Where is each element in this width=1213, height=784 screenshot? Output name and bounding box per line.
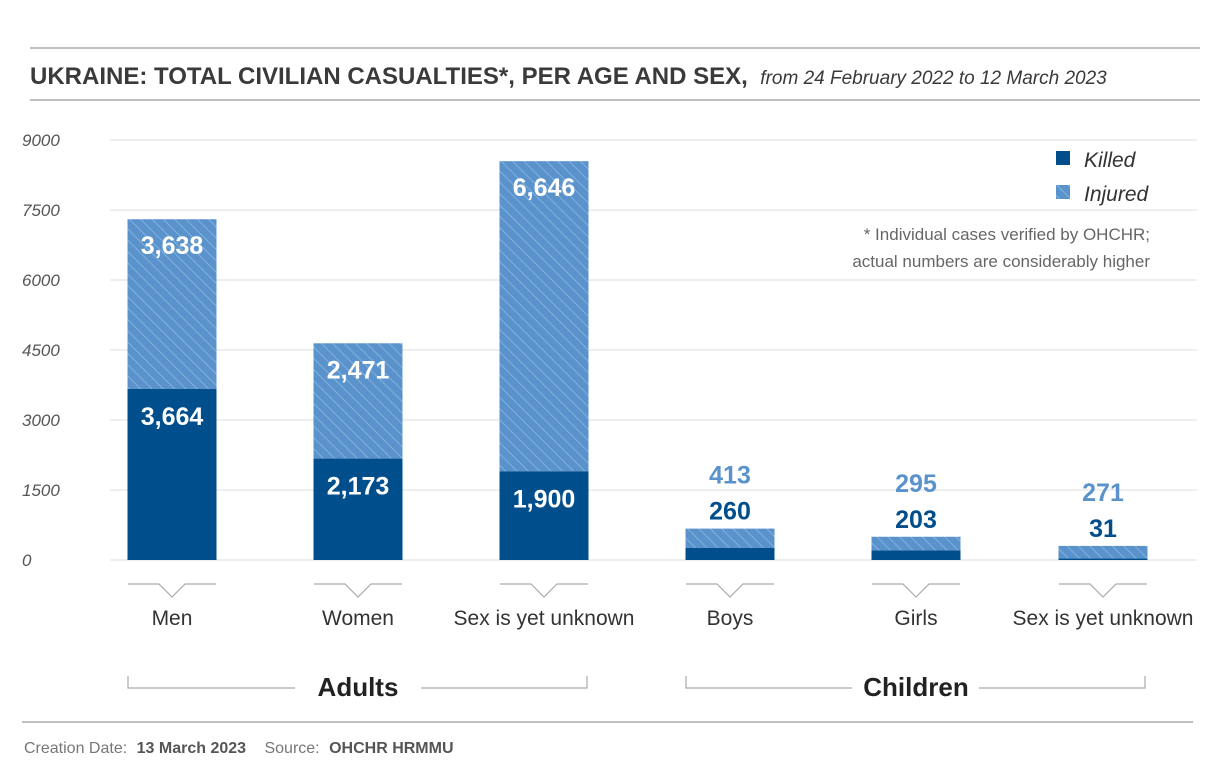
y-tick-label: 7500 xyxy=(22,201,60,220)
data-labels: 3,638 3,664 2,471 2,173 6,646 1,900 260 413 203 2… xyxy=(141,174,1124,543)
data-label-killed: 1,900 xyxy=(513,485,576,513)
group-bracket-adults: Adults xyxy=(127,672,588,702)
bar-injured xyxy=(127,219,217,390)
legend-label-injured: Injured xyxy=(1084,183,1150,206)
bar-killed xyxy=(127,389,217,560)
bar-killed xyxy=(1058,558,1148,560)
bar-killed xyxy=(685,547,775,560)
data-label-injured: 2,471 xyxy=(327,356,390,384)
footer-creation-date: 13 March 2023 xyxy=(137,740,247,757)
grid xyxy=(110,139,1197,561)
data-label-injured: 3,638 xyxy=(141,232,204,260)
y-tick-label: 0 xyxy=(22,551,32,570)
y-tick-label: 6000 xyxy=(22,271,60,290)
data-label-killed: 31 xyxy=(1089,515,1117,543)
legend-label-killed: Killed xyxy=(1084,149,1137,172)
bar-killed xyxy=(313,458,403,560)
category-tick xyxy=(314,583,402,598)
y-tick-label: 9000 xyxy=(22,131,60,150)
group-bracket-children: Children xyxy=(685,672,1146,702)
footer-source-label: Source: xyxy=(264,740,319,757)
bar-injured xyxy=(1058,545,1148,559)
category-label: Sex is yet unknown xyxy=(454,607,635,630)
note-line-2: actual numbers are considerably higher xyxy=(852,252,1150,271)
category-label: Women xyxy=(322,607,394,630)
category-tick xyxy=(500,583,588,598)
category-tick xyxy=(686,583,774,598)
bar-killed xyxy=(871,550,961,560)
bar-injured xyxy=(499,161,589,472)
data-label-killed: 3,664 xyxy=(141,403,204,431)
data-label-injured: 6,646 xyxy=(513,174,576,202)
category-label: Men xyxy=(152,607,193,630)
data-label-injured: 295 xyxy=(895,470,937,498)
y-tick-label: 3000 xyxy=(22,411,60,430)
category-label: Sex is yet unknown xyxy=(1013,607,1194,630)
bars xyxy=(127,161,1148,560)
group-label-adults: Adults xyxy=(318,672,399,702)
footer-creation-label: Creation Date: xyxy=(24,740,127,757)
note-line-1: * Individual cases verified by OHCHR; xyxy=(864,225,1150,244)
data-label-killed: 203 xyxy=(895,506,937,534)
legend-swatch-killed xyxy=(1056,151,1070,165)
title-subtitle: from 24 February 2022 to 12 March 2023 xyxy=(760,68,1107,89)
x-axis-categories: Men Women Sex is yet unknown Boys Girls Sex i… xyxy=(128,583,1194,630)
footer-source: OHCHR HRMMU xyxy=(329,740,453,757)
chart-title: UKRAINE: TOTAL CIVILIAN CASUALTIES*, PER… xyxy=(30,63,1107,90)
group-label-children: Children xyxy=(863,672,968,702)
category-label: Boys xyxy=(707,607,754,630)
legend: Killed Injured xyxy=(1056,149,1150,206)
legend-swatch-injured xyxy=(1056,185,1070,199)
bar-killed xyxy=(499,471,589,560)
y-tick-label: 4500 xyxy=(22,341,60,360)
bar-injured xyxy=(871,536,961,551)
category-tick xyxy=(872,583,960,598)
y-tick-label: 1500 xyxy=(22,481,60,500)
data-label-injured: 271 xyxy=(1082,479,1124,507)
y-axis-ticks: 0 1500 3000 4500 6000 7500 9000 xyxy=(22,131,60,570)
bar-injured xyxy=(685,528,775,548)
data-label-injured: 413 xyxy=(709,462,751,490)
title-main: UKRAINE: TOTAL CIVILIAN CASUALTIES*, PER… xyxy=(30,63,748,90)
data-label-killed: 2,173 xyxy=(327,473,390,501)
data-label-killed: 260 xyxy=(709,498,751,526)
bar-injured xyxy=(313,343,403,459)
category-label: Girls xyxy=(894,607,937,630)
category-tick xyxy=(1059,583,1147,598)
category-tick xyxy=(128,583,216,598)
footer: Creation Date: 13 March 2023 Source: OHC… xyxy=(24,740,454,757)
